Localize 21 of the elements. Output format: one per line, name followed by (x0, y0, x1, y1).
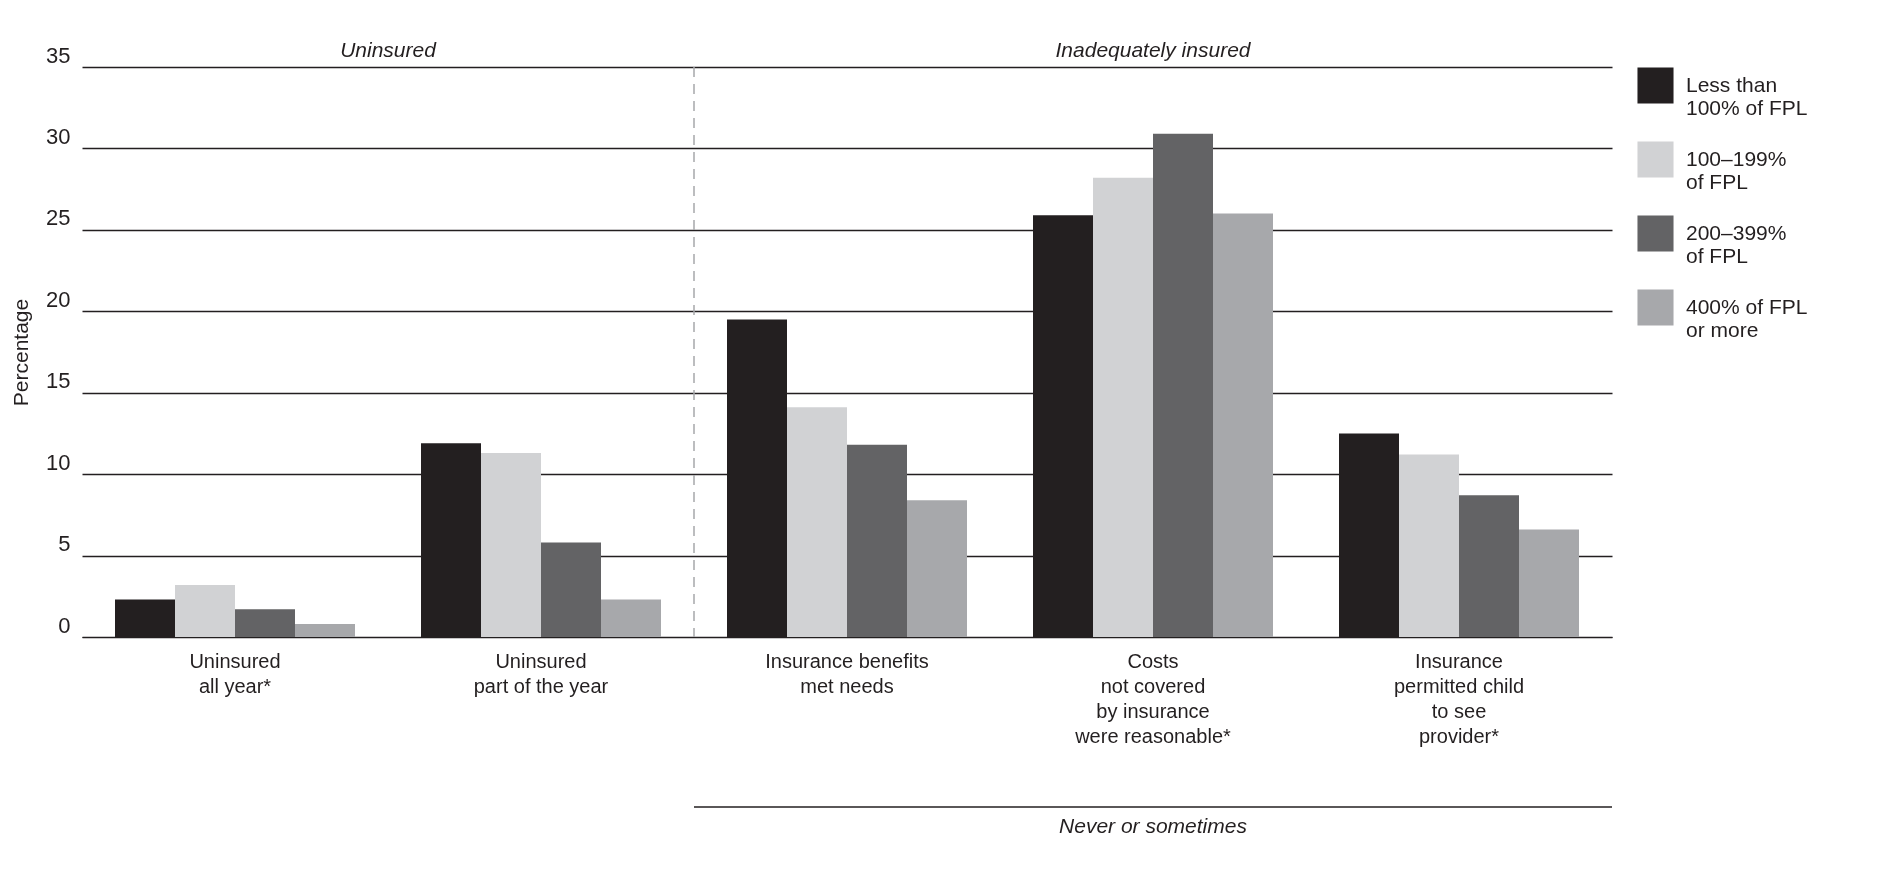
x-tick-label: Uninsured part of the year (473, 649, 609, 697)
y-tick-label: 35 (46, 42, 71, 68)
x-tick-label: Insurance permitted child to see provider* (1393, 649, 1525, 747)
legend-label: Less than 100% of FPL (1686, 72, 1808, 119)
y-tick-label: 30 (46, 123, 71, 149)
text: Uninsured (340, 38, 438, 61)
text: Never or sometimes (1059, 814, 1248, 837)
x-tick-label: Uninsured all year* (189, 649, 281, 697)
x-tick-label: Costs not covered by insurance were reasonable* (1074, 649, 1232, 747)
y-tick-label: 20 (46, 286, 71, 312)
legend-label: 200–399% of FPL (1686, 220, 1787, 267)
y-tick-label: 25 (46, 205, 71, 231)
y-tick-label: 0 (58, 612, 71, 638)
legend-label: 100–199% of FPL (1686, 146, 1787, 193)
legend-label: 400% of FPL or more (1686, 294, 1808, 341)
x-tick-label: Insurance benefits met needs (765, 649, 929, 697)
y-tick-label: 5 (58, 531, 71, 557)
y-tick-label: 15 (46, 368, 71, 394)
y-axis-title: Percentage (9, 298, 33, 407)
y-tick-label: 10 (46, 449, 71, 475)
text: Inadequately insured (1055, 38, 1252, 61)
